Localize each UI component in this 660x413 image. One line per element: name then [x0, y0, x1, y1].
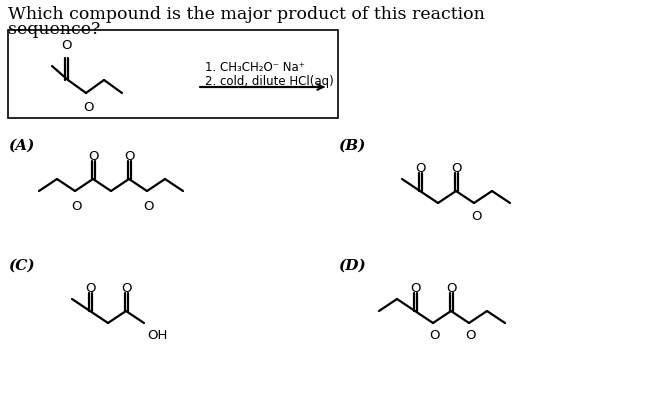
Text: O: O	[415, 161, 426, 174]
Text: O: O	[144, 199, 154, 212]
Text: O: O	[61, 39, 72, 52]
Text: O: O	[85, 281, 96, 294]
Text: O: O	[124, 149, 135, 162]
Text: (B): (B)	[338, 139, 366, 153]
Text: (C): (C)	[8, 259, 34, 272]
Text: O: O	[82, 101, 93, 114]
Text: O: O	[471, 209, 481, 223]
Text: O: O	[465, 328, 475, 341]
Text: O: O	[72, 199, 82, 212]
Text: O: O	[121, 281, 132, 294]
Text: 1. CH₃CH₂O⁻ Na⁺: 1. CH₃CH₂O⁻ Na⁺	[205, 61, 305, 74]
Bar	[8, 31, 338, 119]
Text: O: O	[446, 281, 457, 294]
Text: 2. cold, dilute HCl(aq): 2. cold, dilute HCl(aq)	[205, 75, 334, 88]
Text: O: O	[451, 161, 462, 174]
Text: sequence?: sequence?	[8, 21, 100, 38]
Text: O: O	[429, 328, 440, 341]
Text: O: O	[88, 149, 99, 162]
Text: Which compound is the major product of this reaction: Which compound is the major product of t…	[8, 6, 485, 23]
Text: (A): (A)	[8, 139, 34, 153]
Text: OH: OH	[147, 328, 168, 341]
Text: O: O	[411, 281, 421, 294]
Text: (D): (D)	[338, 259, 366, 272]
